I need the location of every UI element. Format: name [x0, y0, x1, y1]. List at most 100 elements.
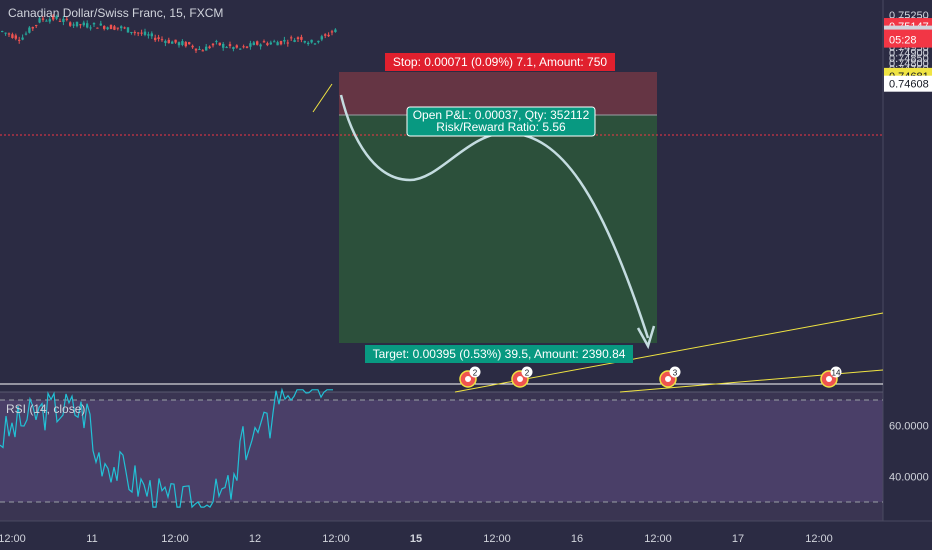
candle-body	[133, 32, 136, 34]
candle-body	[222, 43, 225, 48]
candle-body	[232, 47, 235, 50]
candle-body	[137, 32, 140, 34]
svg-text:Target: 0.00395 (0.53%) 39.5,: Target: 0.00395 (0.53%) 39.5, Amount: 23…	[373, 347, 626, 361]
candle-body	[99, 23, 102, 26]
event-marker[interactable]: 14	[820, 366, 842, 388]
candle-body	[330, 31, 334, 33]
candle-body	[65, 18, 68, 20]
candle-body	[327, 34, 330, 37]
candle-body	[24, 33, 28, 35]
event-count: 14	[832, 369, 841, 378]
price-tick-label: 0.74900	[889, 47, 929, 59]
candle-body	[55, 16, 58, 19]
candle-body	[103, 26, 106, 29]
rsi-title: RSI (14, close)	[6, 402, 86, 416]
candle-body	[211, 43, 215, 46]
candle-body	[14, 35, 17, 39]
price-label-text: 0.74608	[889, 79, 929, 91]
event-count: 2	[473, 369, 478, 378]
candle-body	[18, 39, 21, 41]
candle-body	[283, 39, 286, 42]
time-tick-label: 12:00	[805, 533, 833, 545]
candle-body	[35, 25, 38, 27]
time-tick-label: 12	[249, 533, 261, 545]
candle-body	[130, 32, 133, 34]
target-zone	[339, 115, 657, 343]
event-marker[interactable]: 2	[459, 366, 481, 388]
pnl-label: Open P&L: 0.00037, Qty: 352112 Risk/Rewa…	[406, 106, 596, 137]
candle-body	[198, 49, 201, 51]
candle-body	[188, 42, 191, 45]
candle-body	[191, 45, 194, 48]
candle-body	[225, 47, 228, 49]
event-markers[interactable]: 2 2 3 14	[459, 366, 842, 388]
time-tick-label: 12:00	[0, 533, 26, 545]
candle-body	[160, 39, 164, 41]
trend-line-short	[312, 83, 333, 113]
candle-body	[164, 40, 167, 43]
candle-body	[273, 41, 276, 43]
rsi-band-fill	[0, 400, 883, 502]
candle-body	[262, 41, 266, 43]
candles	[1, 14, 337, 53]
event-marker[interactable]: 3	[659, 366, 681, 388]
rsi-line	[0, 387, 333, 509]
candle-body	[320, 36, 323, 40]
candle-body	[147, 34, 150, 36]
candle-body	[235, 45, 238, 48]
price-label: 05:28	[884, 31, 932, 48]
candle-body	[177, 42, 181, 46]
event-count: 3	[673, 369, 678, 378]
candle-body	[208, 46, 211, 49]
stop-label: Stop: 0.00071 (0.09%) 7.1, Amount: 750	[385, 53, 615, 71]
candle-body	[205, 46, 208, 51]
position-tool[interactable]	[339, 72, 657, 343]
candle-body	[252, 42, 255, 46]
candle-body	[290, 37, 293, 39]
candle-body	[7, 33, 11, 35]
candle-body	[86, 23, 89, 28]
candle-body	[184, 42, 187, 47]
candle-body	[269, 42, 272, 45]
time-axis: 12:00 11 12:00 12 12:00 15 12:00 16 12:00 17 12:00	[0, 533, 833, 545]
svg-text:Risk/Reward Ratio: 5.56: Risk/Reward Ratio: 5.56	[436, 120, 566, 134]
time-tick-label: 12:00	[483, 533, 511, 545]
candle-body	[41, 18, 45, 20]
candle-body	[143, 31, 147, 35]
time-tick-label: 12:00	[161, 533, 189, 545]
candle-body	[82, 22, 85, 26]
candle-body	[279, 40, 283, 45]
candle-body	[140, 32, 143, 34]
candle-body	[303, 41, 306, 43]
candle-body	[324, 34, 327, 36]
event-marker[interactable]: 2	[511, 366, 533, 388]
price-labels: 0.751470.750760.7503905:280.746810.74608	[884, 18, 932, 92]
candle-body	[48, 19, 51, 22]
candle-body	[75, 21, 79, 27]
candle-body	[167, 39, 170, 44]
candle-body	[28, 27, 31, 33]
candle-body	[201, 50, 204, 52]
candle-body	[239, 48, 242, 50]
forecast-path	[339, 94, 650, 339]
time-tick-label: 16	[571, 533, 583, 545]
svg-text:Open P&L: 0.00037, Qty: 352112: Open P&L: 0.00037, Qty: 352112	[413, 108, 590, 122]
candle-body	[310, 39, 313, 43]
candle-body	[317, 40, 320, 43]
candle-body	[11, 34, 14, 38]
event-count: 2	[525, 369, 530, 378]
candle-body	[89, 27, 92, 29]
candle-body	[266, 43, 269, 46]
forecast-arrowhead	[636, 325, 656, 350]
candle-body	[215, 41, 218, 43]
candle-body	[69, 22, 72, 26]
candle-body	[38, 18, 41, 23]
candle-body	[62, 18, 65, 22]
candle-body	[154, 37, 157, 41]
time-tick-label: 12:00	[644, 533, 672, 545]
price-label-text: 05:28	[889, 35, 917, 47]
candle-body	[92, 23, 96, 25]
candle-body	[4, 32, 7, 34]
price-tick-label: 0.74800	[889, 58, 929, 70]
